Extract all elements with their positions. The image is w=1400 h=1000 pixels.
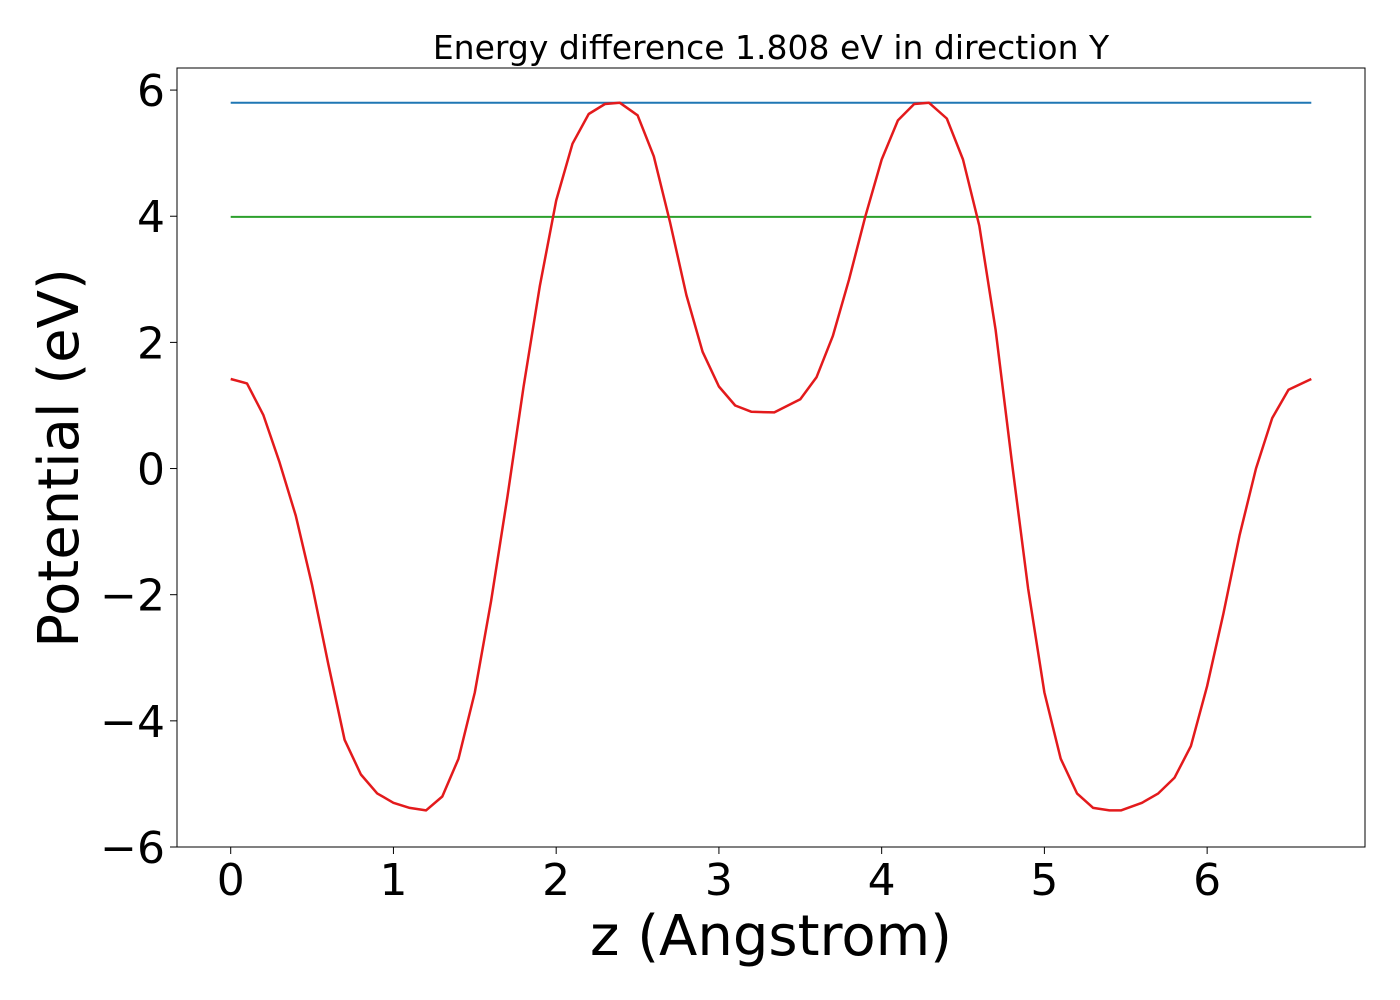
y-tick-label: 2 — [137, 318, 165, 369]
x-tick-label: 2 — [542, 855, 570, 906]
x-axis-ticks: 0 1 2 3 4 5 6 — [217, 847, 1221, 906]
x-axis-label: z (Angstrom) — [590, 904, 952, 969]
y-tick-label: 6 — [137, 66, 165, 117]
x-tick-label: 5 — [1030, 855, 1058, 906]
y-tick-label: 4 — [137, 192, 165, 243]
y-axis-label: Potential (eV) — [27, 268, 92, 648]
x-tick-label: 1 — [379, 855, 407, 906]
y-tick-label: −6 — [100, 823, 165, 874]
x-tick-label: 6 — [1193, 855, 1221, 906]
y-tick-label: 0 — [137, 445, 165, 496]
plot-area-frame — [176, 67, 1366, 848]
series-line-2 — [230, 101, 1312, 812]
x-tick-label: 0 — [217, 855, 245, 906]
x-tick-label: 4 — [868, 855, 896, 906]
x-tick-label: 3 — [705, 855, 733, 906]
y-tick-label: −2 — [100, 571, 165, 622]
y-tick-label: −4 — [100, 697, 165, 748]
y-axis-ticks: −6 −4 −2 0 2 4 6 — [100, 66, 177, 874]
chart-title: Energy difference 1.808 eV in direction … — [433, 28, 1110, 67]
series-layer — [230, 101, 1312, 812]
